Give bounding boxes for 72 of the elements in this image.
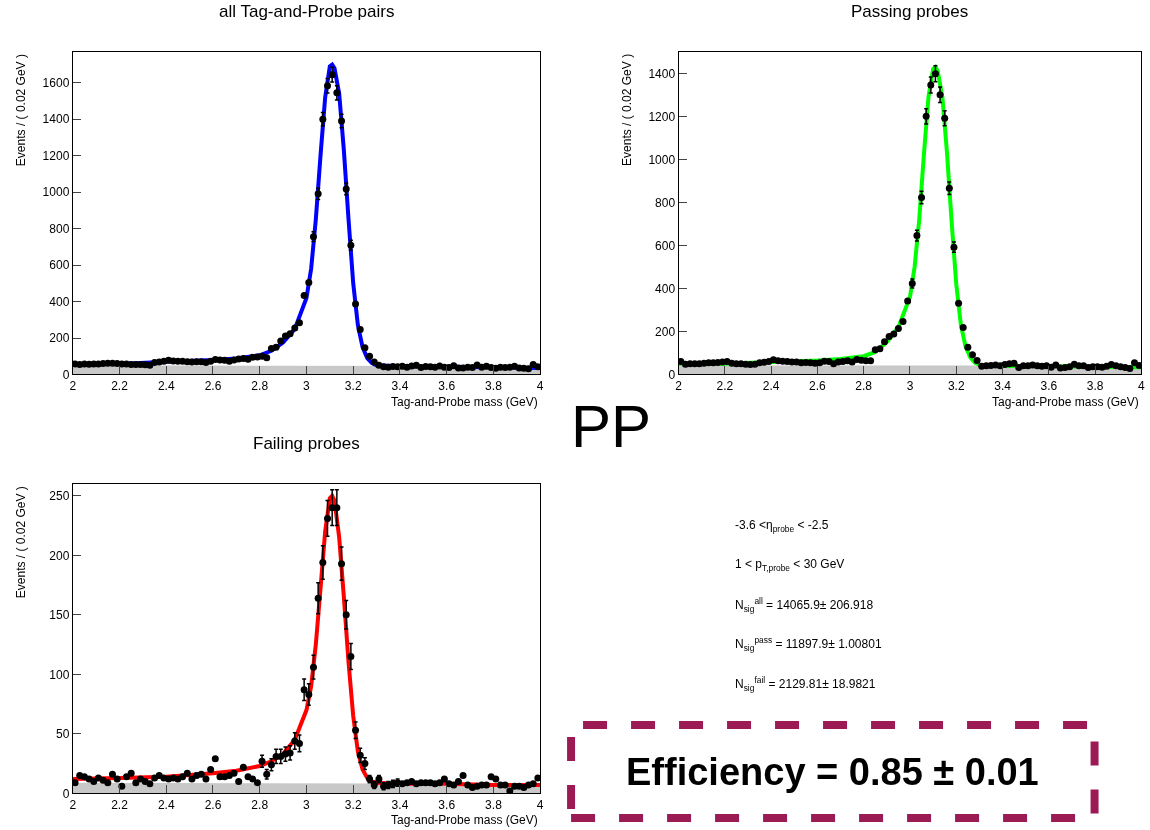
y-axis-title: Events / ( 0.02 GeV ) xyxy=(620,53,635,166)
y-tick-label: 0 xyxy=(668,367,676,382)
x-tick-label: 3.8 xyxy=(485,797,503,812)
y-tick-label: 50 xyxy=(55,727,70,742)
y-tick-label: 1200 xyxy=(648,109,676,124)
y-tick-label: 1200 xyxy=(42,148,70,163)
x-tick-label: 2.8 xyxy=(251,378,269,393)
x-tick-label: 2.2 xyxy=(716,378,734,393)
x-axis-title: Tag-and-Probe mass (GeV) xyxy=(391,395,538,409)
y-axis-title: Events / ( 0.02 GeV ) xyxy=(14,486,29,599)
x-tick-label: 3 xyxy=(303,378,311,393)
x-tick-label: 3.2 xyxy=(947,378,965,393)
x-tick-label: 3.4 xyxy=(994,378,1012,393)
y-tick-label: 200 xyxy=(49,331,70,346)
text: Efficiency = 0.85 ± 0.01 xyxy=(626,751,1039,793)
x-tick-label: 3.6 xyxy=(438,797,456,812)
y-tick-label: 150 xyxy=(49,608,70,623)
x-tick-label: 3.6 xyxy=(1040,378,1058,393)
y-tick-label: 100 xyxy=(49,667,70,682)
text: 1 < p$_{T,probe}$ < 30 GeV xyxy=(735,557,845,573)
x-tick-label: 3.2 xyxy=(344,378,362,393)
x-tick-label: 2 xyxy=(69,797,77,812)
x-tick-label: 2.6 xyxy=(204,797,222,812)
y-tick-label: 1000 xyxy=(42,185,70,200)
x-tick-label: 3 xyxy=(303,797,311,812)
x-tick-label: 2 xyxy=(69,378,77,393)
y-tick-label: 1400 xyxy=(648,66,676,81)
text: -3.6 <η$_{probe}$ < -2.5 xyxy=(735,518,829,534)
x-axis-title: Tag-and-Probe mass (GeV) xyxy=(992,395,1139,409)
y-tick-label: 800 xyxy=(49,221,70,236)
y-tick-label: 250 xyxy=(49,489,70,504)
x-tick-label: 2.4 xyxy=(762,378,780,393)
y-tick-label: 200 xyxy=(49,548,70,563)
x-tick-label: 2.6 xyxy=(204,378,222,393)
text: N$_{sig}$$^{fail}$ = 2129.81± 18.9821 xyxy=(735,675,876,693)
y-tick-label: 1000 xyxy=(648,152,676,167)
x-tick-label: 4 xyxy=(536,797,544,812)
y-tick-label: 600 xyxy=(49,258,70,273)
y-tick-label: 600 xyxy=(655,238,676,253)
y-axis-title: Events / ( 0.02 GeV ) xyxy=(14,54,29,167)
x-tick-label: 3.8 xyxy=(1086,378,1104,393)
x-tick-label: 2.2 xyxy=(111,797,129,812)
y-tick-label: 400 xyxy=(655,281,676,296)
x-tick-label: 3.4 xyxy=(391,797,409,812)
x-tick-label: 3.6 xyxy=(438,378,456,393)
chart-title: all Tag-and-Probe pairs xyxy=(219,2,395,21)
chart-title: Passing probes xyxy=(851,2,969,21)
y-tick-label: 800 xyxy=(655,195,676,210)
y-tick-label: 0 xyxy=(62,786,70,801)
x-axis-title: Tag-and-Probe mass (GeV) xyxy=(391,813,538,827)
x-tick-label: 2.8 xyxy=(251,797,269,812)
text: N$_{sig}$$^{all}$ = 14065.9± 206.918 xyxy=(735,596,874,614)
chart-title: Failing probes xyxy=(253,434,360,453)
x-tick-label: 4 xyxy=(1138,378,1146,393)
text: PP xyxy=(571,393,652,460)
x-tick-label: 2.2 xyxy=(111,378,129,393)
x-tick-label: 2 xyxy=(675,378,683,393)
text: N$_{sig}$$^{pass}$ = 11897.9± 1.00801 xyxy=(735,635,882,653)
x-tick-label: 4 xyxy=(536,378,544,393)
x-tick-label: 3.8 xyxy=(485,378,503,393)
y-tick-label: 400 xyxy=(49,294,70,309)
x-tick-label: 2.6 xyxy=(809,378,827,393)
y-tick-label: 200 xyxy=(655,324,676,339)
y-tick-label: 1400 xyxy=(42,112,70,127)
x-tick-label: 3 xyxy=(906,378,914,393)
x-tick-label: 2.8 xyxy=(855,378,873,393)
y-tick-label: 1600 xyxy=(42,76,70,91)
x-tick-label: 3.4 xyxy=(391,378,409,393)
y-tick-label: 0 xyxy=(62,367,70,382)
x-tick-label: 2.4 xyxy=(157,797,175,812)
x-tick-label: 3.2 xyxy=(344,797,362,812)
x-tick-label: 2.4 xyxy=(157,378,175,393)
